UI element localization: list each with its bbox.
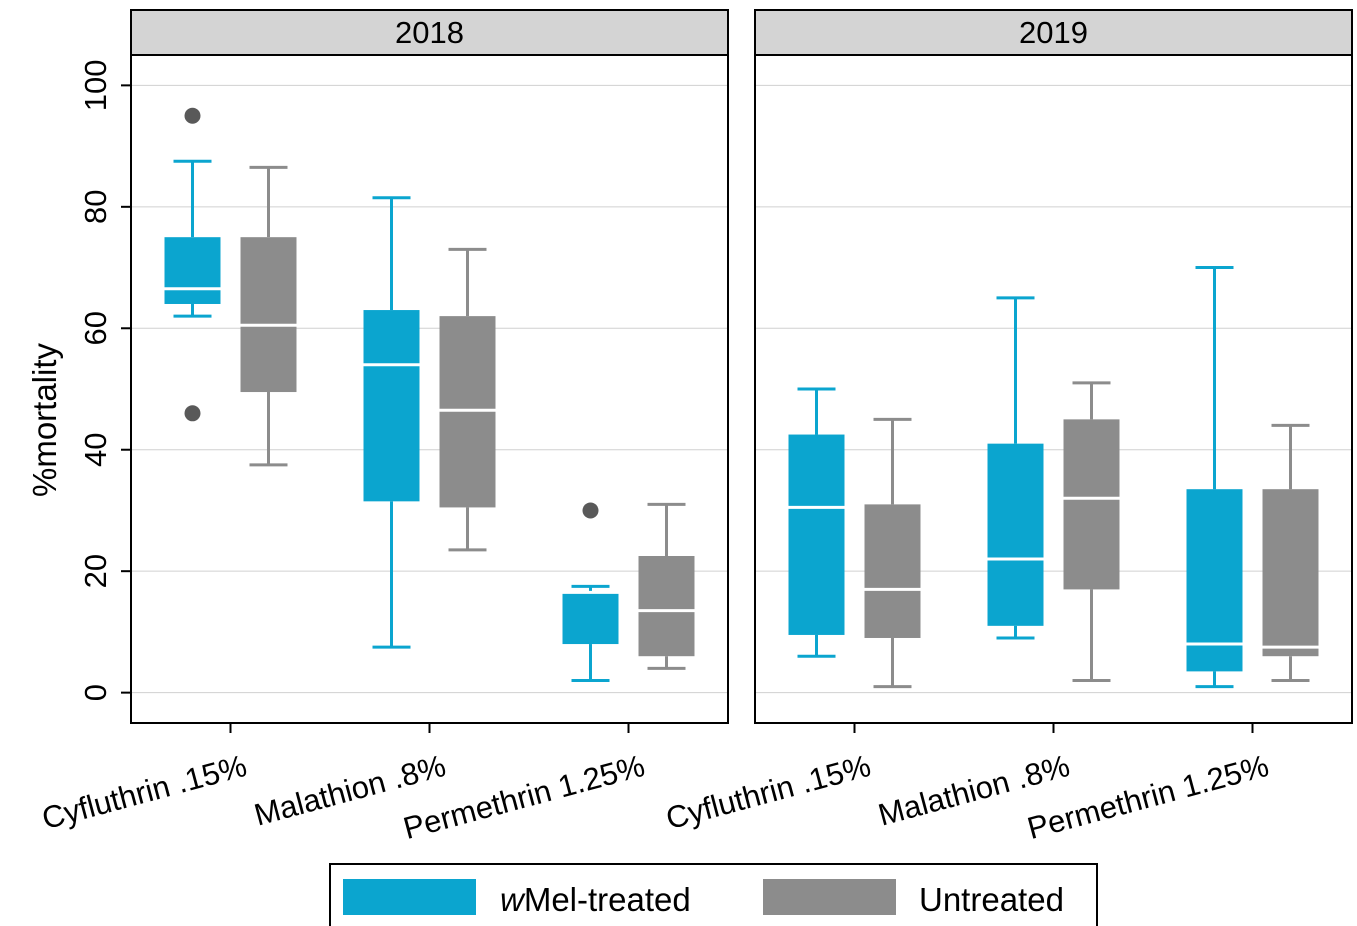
gridlines <box>131 84 728 694</box>
box-group <box>164 107 695 682</box>
x-tick-labels: Cyfluthrin .15% Malathion .8%Permethrin 1… <box>662 723 1272 846</box>
panel-title: 2019 <box>1019 15 1088 50</box>
y-tick-label: 60 <box>78 311 113 345</box>
box-iqr <box>987 443 1044 626</box>
outlier-point <box>184 405 201 422</box>
panel-strip <box>754 9 1353 56</box>
legend-swatch-treated <box>343 879 476 915</box>
box-untreated <box>240 165 297 467</box>
y-axis: 0 20 40 60 80 100 <box>78 55 132 723</box>
panel-frame <box>130 54 729 724</box>
box-untreated <box>1063 381 1120 682</box>
panel-2019: 2019 Cyfluthrin .15% Malathion .8%Permeth… <box>662 9 1353 846</box>
legend: wMel-treated Untreated <box>329 863 1098 926</box>
box-iqr <box>240 237 297 393</box>
x-tick-labels: Cyfluthrin .15% Malathion .8%Permethrin 1… <box>38 723 648 846</box>
box-treated <box>363 196 420 649</box>
box-iqr <box>562 592 619 645</box>
box-untreated <box>439 247 496 552</box>
y-tick-label: 40 <box>78 432 113 466</box>
box-treated <box>987 296 1044 640</box>
box-iqr <box>638 556 695 657</box>
box-treated <box>562 502 619 682</box>
box-iqr <box>439 316 496 508</box>
x-tick-label: Cyfluthrin .15% <box>662 748 874 836</box>
box-untreated <box>638 502 695 670</box>
box-iqr <box>788 434 845 635</box>
legend-label-treated: wMel-treated <box>500 881 691 918</box>
y-tick-label: 100 <box>78 59 113 111</box>
box-untreated <box>864 417 921 689</box>
legend-swatch-untreated <box>763 879 896 915</box>
gridlines <box>755 84 1352 694</box>
panel-title: 2018 <box>395 15 464 50</box>
box-iqr <box>1063 419 1120 590</box>
box-iqr <box>1262 489 1319 657</box>
box-iqr <box>1186 489 1243 672</box>
y-tick-label: 0 <box>78 684 113 701</box>
y-axis-label: %mortality <box>26 342 63 497</box>
box-treated <box>788 387 845 658</box>
outlier-point <box>582 502 599 519</box>
x-tick-label: Cyfluthrin .15% <box>38 748 250 836</box>
panel-2018: 2018 Cyfluthrin .15% Malathion .8%Permeth… <box>38 9 729 846</box>
box-treated <box>1186 266 1243 689</box>
box-iqr <box>363 310 420 502</box>
y-tick-label: 80 <box>78 190 113 224</box>
legend-label-untreated: Untreated <box>919 881 1064 918</box>
box-iqr <box>164 237 221 304</box>
panel-frame <box>754 54 1353 724</box>
outlier-point <box>184 107 201 124</box>
box-group <box>788 266 1319 689</box>
box-untreated <box>1262 423 1319 682</box>
box-iqr <box>864 504 921 638</box>
y-tick-label: 20 <box>78 554 113 588</box>
box-treated <box>164 107 221 422</box>
